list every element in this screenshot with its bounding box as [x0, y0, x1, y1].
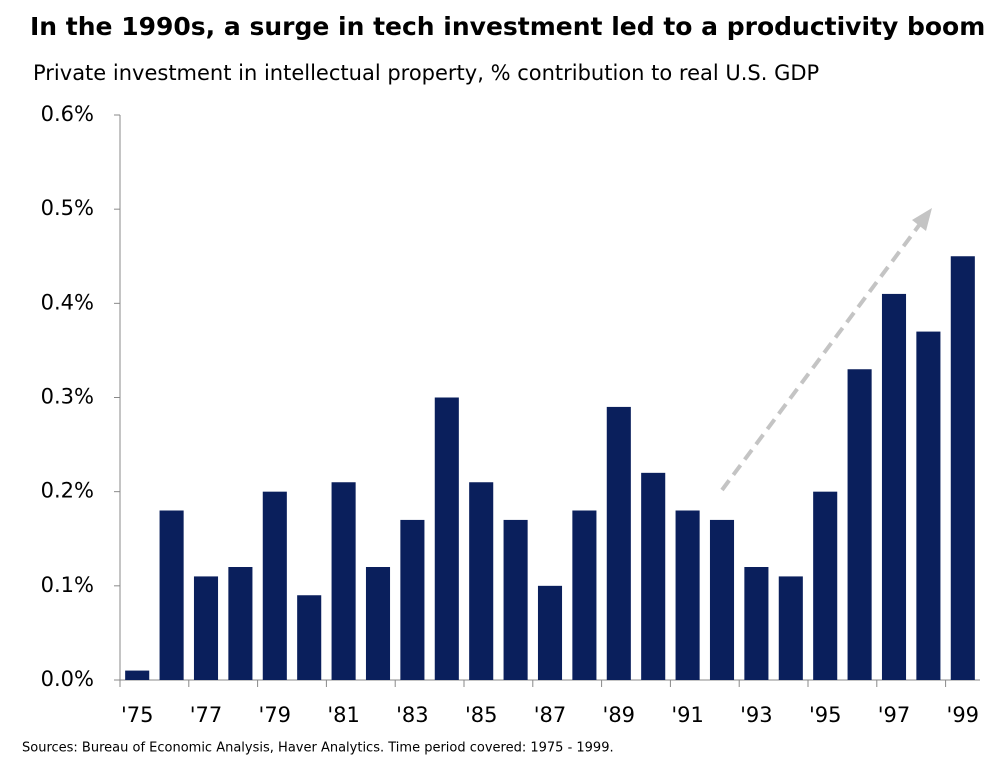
bar [297, 595, 322, 680]
x-tick-label: '93 [740, 703, 773, 727]
bar [262, 491, 287, 680]
y-tick-label: 0.4% [41, 290, 94, 314]
x-tick-label: '75 [121, 703, 154, 727]
y-tick-label: 0.5% [41, 196, 94, 220]
bar [813, 491, 838, 680]
bar [950, 256, 975, 680]
x-tick-label: '95 [809, 703, 842, 727]
y-tick-label: 0.1% [41, 573, 94, 597]
bar [881, 293, 907, 680]
x-tick-label: '79 [259, 703, 292, 727]
y-tick-label: 0.3% [41, 385, 94, 409]
bar [572, 510, 597, 680]
bar [331, 482, 356, 680]
bar [709, 519, 735, 680]
bar [193, 576, 219, 680]
bar [537, 585, 563, 680]
x-tick-label: '83 [396, 703, 429, 727]
bar [469, 482, 494, 680]
chart-subtitle: Private investment in intellectual prope… [33, 61, 819, 85]
bar [641, 472, 666, 680]
bar [159, 510, 184, 680]
bar [434, 397, 459, 680]
bar [606, 406, 631, 680]
x-tick-label: '81 [327, 703, 360, 727]
bar [847, 369, 872, 680]
x-tick-label: '91 [671, 703, 704, 727]
x-tick-label: '87 [534, 703, 567, 727]
y-tick-label: 0.6% [41, 102, 94, 126]
bar [916, 331, 941, 680]
x-tick-label: '85 [465, 703, 498, 727]
bar [503, 519, 528, 680]
source-note: Sources: Bureau of Economic Analysis, Ha… [22, 741, 614, 756]
x-tick-label: '97 [878, 703, 911, 727]
bar [778, 576, 803, 680]
y-tick-label: 0.2% [41, 479, 94, 503]
bar [744, 567, 769, 680]
bar [675, 510, 700, 680]
x-tick-label: '89 [603, 703, 636, 727]
bar [400, 519, 425, 680]
chart-title: In the 1990s, a surge in tech investment… [30, 12, 985, 41]
x-tick-label: '99 [947, 703, 980, 727]
trend-arrow [720, 208, 932, 492]
y-tick-label: 0.0% [41, 667, 94, 691]
bar [228, 567, 253, 680]
bar [125, 670, 150, 680]
bar [365, 567, 391, 680]
x-tick-label: '77 [190, 703, 223, 727]
